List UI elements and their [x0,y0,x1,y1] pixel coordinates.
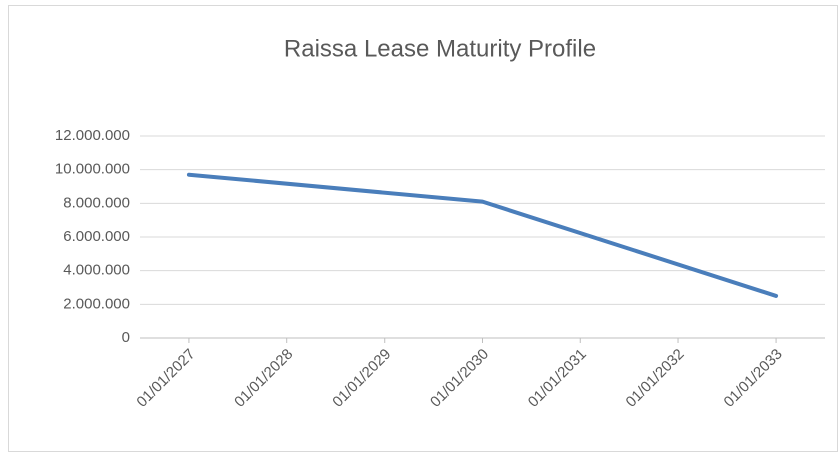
y-tick-label: 4.000.000 [63,262,130,279]
y-tick-label: 12.000.000 [55,127,130,144]
y-tick-label: 6.000.000 [63,228,130,245]
y-tick-label: 2.000.000 [63,295,130,312]
y-tick-label: 10.000.000 [55,161,130,178]
chart-border [8,5,838,452]
chart-title: Raissa Lease Maturity Profile [284,35,596,62]
line-series [186,172,779,298]
y-tick-label: 0 [122,329,130,346]
y-tick-label: 8.000.000 [63,194,130,211]
